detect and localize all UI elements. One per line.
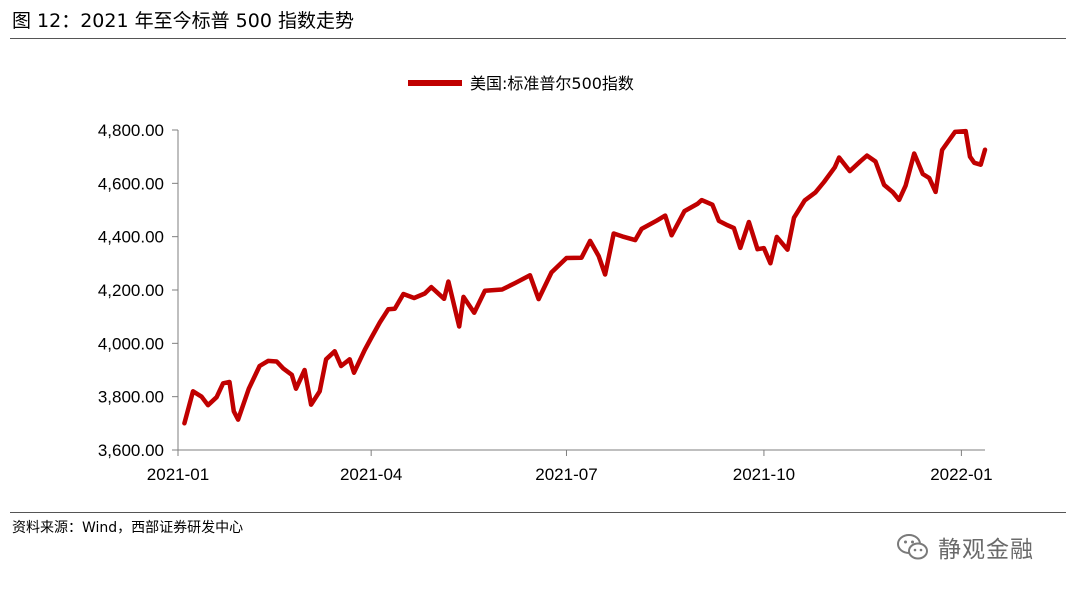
y-tick-label: 4,200.00 <box>98 281 164 300</box>
y-tick-label: 4,000.00 <box>98 334 164 353</box>
watermark: 静观金融 <box>896 530 1034 564</box>
y-axis: 3,600.00 3,800.00 4,000.00 4,200.00 4,400.00… <box>98 121 179 460</box>
watermark-text: 静观金融 <box>938 537 1034 563</box>
y-tick-label: 3,800.00 <box>98 388 164 407</box>
header-divider <box>10 38 1066 39</box>
footer-divider <box>10 512 1066 513</box>
sp500-line-chart: 美国:标准普尔500指数 3,600.00 3,800.00 4,000.00 4,2… <box>98 74 993 484</box>
x-tick-label: 2021-01 <box>147 465 209 484</box>
legend-label: 美国:标准普尔500指数 <box>470 74 634 93</box>
x-tick-label: 2021-04 <box>340 465 402 484</box>
x-axis: 2021-01 2021-04 2021-07 2021-10 2022-01 <box>147 449 993 484</box>
y-tick-label: 3,600.00 <box>98 441 164 460</box>
y-tick-label: 4,600.00 <box>98 174 164 193</box>
y-tick-label: 4,400.00 <box>98 228 164 247</box>
figure-title: 图 12：2021 年至今标普 500 指数走势 <box>12 10 354 32</box>
source-note: 资料来源：Wind，西部证券研发中心 <box>12 520 244 536</box>
plot-area <box>182 128 988 426</box>
x-tick-label: 2021-07 <box>535 465 597 484</box>
x-tick-label: 2022-01 <box>930 465 992 484</box>
series-line-sp500 <box>182 128 988 426</box>
chart-legend: 美国:标准普尔500指数 <box>408 74 634 93</box>
wechat-icon <box>897 534 928 560</box>
y-tick-label: 4,800.00 <box>98 121 164 140</box>
x-tick-label: 2021-10 <box>733 465 795 484</box>
